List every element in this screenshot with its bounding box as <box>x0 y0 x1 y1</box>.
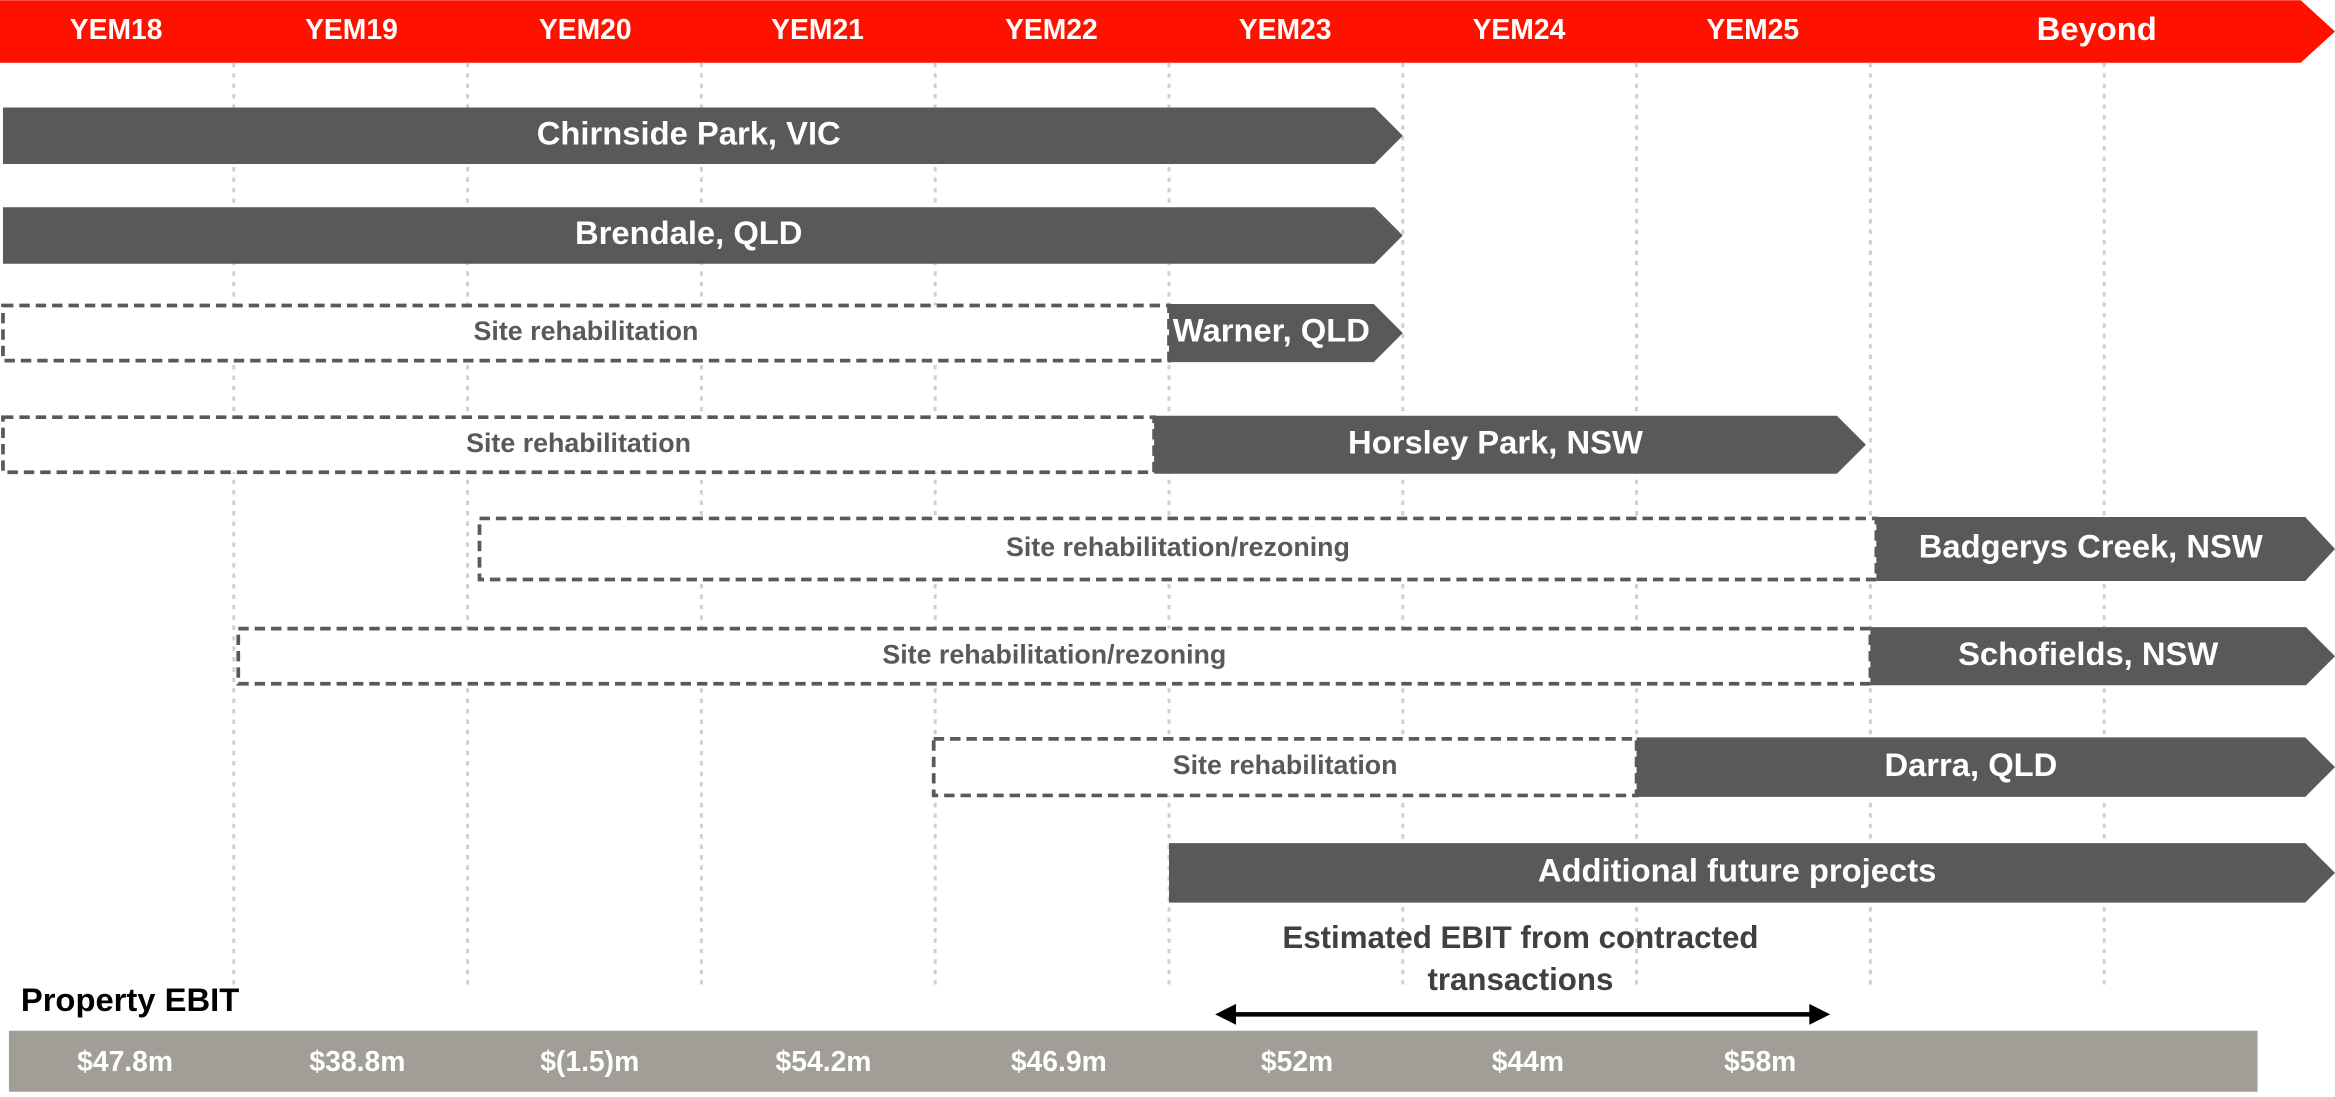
ebit-value: $(1.5)m <box>540 1045 639 1077</box>
ebit-value: $47.8m <box>77 1045 173 1077</box>
year-label: YEM24 <box>1473 13 1566 45</box>
ebit-value: $52m <box>1261 1045 1333 1077</box>
year-label: YEM23 <box>1239 13 1332 45</box>
rehab-label: Site rehabilitation/rezoning <box>882 639 1226 669</box>
project-label: Darra, QLD <box>1884 746 2057 783</box>
rehab-box <box>1 303 1171 363</box>
project-bar <box>2 107 1403 165</box>
year-label: YEM25 <box>1706 13 1799 45</box>
project-bar <box>1168 304 1403 363</box>
year-label: Beyond <box>2037 10 2157 47</box>
project-bar <box>1154 415 1866 474</box>
project-label: Horsley Park, NSW <box>1348 423 1643 460</box>
project-label: Additional future projects <box>1538 852 1936 889</box>
rehab-box <box>477 516 1879 582</box>
year-label: YEM22 <box>1005 13 1098 45</box>
rehab-label: Site rehabilitation <box>474 316 699 346</box>
header-bar <box>0 0 2335 63</box>
annotation: Estimated EBIT from contracted <box>1282 920 1758 955</box>
rehab-label: Site rehabilitation <box>1173 750 1398 780</box>
project-bar <box>1876 516 2335 581</box>
rehab-label: Site rehabilitation <box>466 428 691 458</box>
ebit-value: $46.9m <box>1011 1045 1107 1077</box>
ebit-title: Property EBIT <box>21 981 239 1018</box>
ebit-value: $38.8m <box>309 1045 405 1077</box>
project-label: Warner, QLD <box>1173 312 1370 349</box>
project-label: Schofields, NSW <box>1958 635 2218 672</box>
year-label: YEM20 <box>539 13 632 45</box>
project-label: Brendale, QLD <box>575 214 802 251</box>
year-label: YEM19 <box>305 13 398 45</box>
project-bar <box>1870 627 2335 686</box>
rehab-label: Site rehabilitation/rezoning <box>1006 532 1350 562</box>
project-bar <box>2 207 1403 264</box>
ebit-bar <box>8 1030 2258 1092</box>
project-label: Badgerys Creek, NSW <box>1919 528 2263 565</box>
project-bar <box>1636 737 2335 797</box>
double-arrow <box>1215 1003 1831 1025</box>
project-label: Chirnside Park, VIC <box>537 114 841 151</box>
rehab-box <box>1 415 1156 475</box>
year-label: YEM18 <box>70 13 163 45</box>
annotation: transactions <box>1427 962 1613 997</box>
year-label: YEM21 <box>771 13 864 45</box>
project-bar <box>1168 843 2335 903</box>
ebit-value: $54.2m <box>776 1045 872 1077</box>
ebit-value: $44m <box>1492 1045 1564 1077</box>
ebit-value: $58m <box>1724 1045 1796 1077</box>
